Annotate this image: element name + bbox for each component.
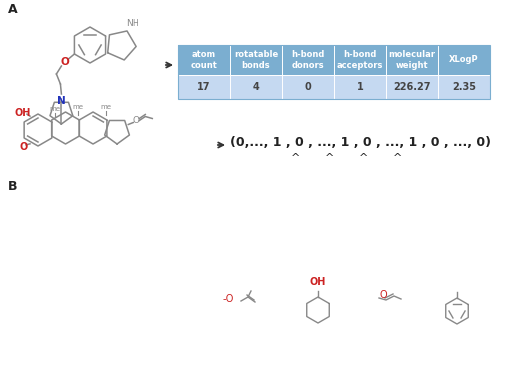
Text: rotatable
bonds: rotatable bonds xyxy=(234,50,278,70)
Text: h-bond
donors: h-bond donors xyxy=(291,50,325,70)
Text: 1: 1 xyxy=(357,82,364,92)
Text: 2.35: 2.35 xyxy=(452,82,476,92)
Bar xyxy=(178,75,490,99)
Text: N: N xyxy=(57,96,66,106)
Text: me: me xyxy=(100,104,111,110)
Text: ^: ^ xyxy=(359,153,369,163)
Bar xyxy=(178,45,490,99)
Text: O: O xyxy=(379,290,387,300)
Text: ^: ^ xyxy=(291,153,301,163)
Text: 17: 17 xyxy=(197,82,211,92)
Text: h-bond
acceptors: h-bond acceptors xyxy=(337,50,383,70)
Text: me: me xyxy=(49,106,60,112)
Text: 4: 4 xyxy=(252,82,260,92)
Text: O: O xyxy=(60,57,69,67)
Text: N: N xyxy=(125,19,133,28)
Text: atom
count: atom count xyxy=(190,50,218,70)
Text: XLogP: XLogP xyxy=(449,55,479,65)
Text: OH: OH xyxy=(310,277,326,287)
Text: O: O xyxy=(20,142,28,152)
Text: -O: -O xyxy=(223,294,234,304)
Text: ^: ^ xyxy=(393,153,402,163)
Text: H: H xyxy=(132,19,138,28)
Text: 226.27: 226.27 xyxy=(393,82,431,92)
Text: 0: 0 xyxy=(305,82,311,92)
Text: molecular
weight: molecular weight xyxy=(389,50,436,70)
Text: A: A xyxy=(8,3,17,16)
Text: ^: ^ xyxy=(325,153,335,163)
Text: me: me xyxy=(73,104,84,110)
Text: O: O xyxy=(133,116,140,125)
Text: OH: OH xyxy=(15,108,31,118)
Bar xyxy=(178,45,490,75)
Text: (0,..., 1 , 0 , ..., 1 , 0 , ..., 1 , 0 , ..., 0): (0,..., 1 , 0 , ..., 1 , 0 , ..., 1 , 0 … xyxy=(229,136,490,149)
Text: B: B xyxy=(8,180,17,193)
